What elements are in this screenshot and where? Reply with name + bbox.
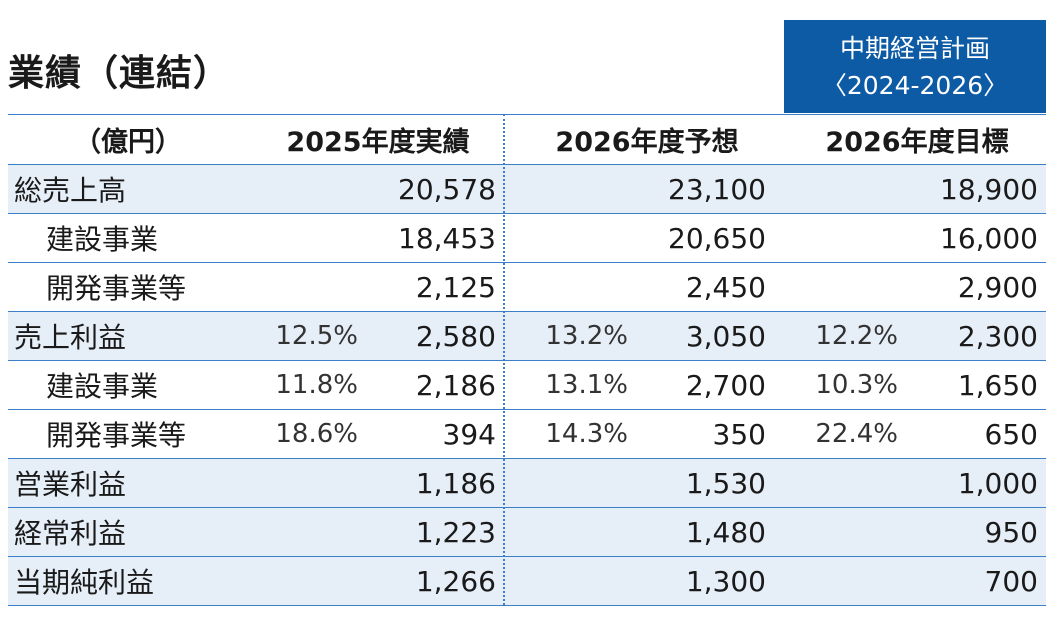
table-row: 開発事業等 18.6% 394 14.3% 350 22.4% 650 bbox=[8, 410, 1046, 459]
value-fy2026-target: 2,900 bbox=[957, 270, 1038, 304]
header-fy2026-forecast: 2026年度予想 bbox=[555, 127, 739, 158]
value-fy2026-target: 1,650 bbox=[957, 368, 1038, 402]
plan-badge-title: 中期経営計画 bbox=[839, 33, 990, 63]
value-fy2026-target: 1,000 bbox=[957, 466, 1038, 500]
value-fy2025-actual: 394 bbox=[442, 417, 496, 451]
value-fy2025-actual: 2,580 bbox=[415, 319, 496, 353]
value-fy2026-target: 700 bbox=[984, 564, 1038, 598]
table-row: 売上利益 12.5% 2,580 13.2% 3,050 12.2% 2,300 bbox=[8, 312, 1046, 361]
row-label: 開発事業等 bbox=[46, 272, 187, 305]
value-fy2026-forecast: 2,450 bbox=[685, 270, 766, 304]
header-fy2025-actual: 2025年度実績 bbox=[286, 127, 470, 158]
value-fy2026-target: 16,000 bbox=[940, 221, 1038, 255]
table-top-rule bbox=[8, 114, 1046, 115]
header-fy2026-target: 2026年度目標 bbox=[825, 127, 1009, 158]
value-fy2025-actual: 1,186 bbox=[415, 466, 496, 500]
page-title: 業績（連結） bbox=[8, 53, 231, 94]
margin-fy2026-forecast: 13.1% bbox=[545, 370, 628, 400]
plan-badge-period: 〈2024-2026〉 bbox=[821, 70, 1009, 100]
margin-fy2026-target: 10.3% bbox=[815, 370, 898, 400]
margin-fy2025-actual: 12.5% bbox=[275, 321, 358, 351]
value-fy2025-actual: 2,125 bbox=[415, 270, 496, 304]
margin-fy2026-target: 22.4% bbox=[815, 419, 898, 449]
value-fy2025-actual: 18,453 bbox=[398, 221, 496, 255]
table-row: 総売上高 20,578 23,100 18,900 bbox=[8, 165, 1046, 214]
margin-fy2026-forecast: 13.2% bbox=[545, 321, 628, 351]
table-row: 開発事業等 2,125 2,450 2,900 bbox=[8, 263, 1046, 312]
table-row: 建設事業 18,453 20,650 16,000 bbox=[8, 214, 1046, 263]
table-row: 営業利益 1,186 1,530 1,000 bbox=[8, 459, 1046, 508]
value-fy2026-forecast: 350 bbox=[712, 417, 766, 451]
value-fy2026-forecast: 3,050 bbox=[685, 319, 766, 353]
mid-term-plan-badge: 中期経営計画 〈2024-2026〉 bbox=[784, 20, 1046, 113]
value-fy2025-actual: 1,266 bbox=[415, 564, 496, 598]
value-fy2026-forecast: 1,480 bbox=[685, 515, 766, 549]
value-fy2026-target: 650 bbox=[984, 417, 1038, 451]
row-label: 売上利益 bbox=[14, 321, 127, 354]
value-fy2026-target: 2,300 bbox=[957, 319, 1038, 353]
row-label: 開発事業等 bbox=[46, 419, 187, 452]
table-row: 当期純利益 1,266 1,300 700 bbox=[8, 557, 1046, 606]
margin-fy2026-target: 12.2% bbox=[815, 321, 898, 351]
value-fy2026-target: 18,900 bbox=[940, 172, 1038, 206]
column-divider-dashed bbox=[503, 114, 505, 605]
row-label: 建設事業 bbox=[46, 223, 159, 256]
row-label: 総売上高 bbox=[14, 174, 127, 207]
row-label: 経常利益 bbox=[14, 517, 127, 550]
margin-fy2025-actual: 11.8% bbox=[275, 370, 358, 400]
row-label: 当期純利益 bbox=[14, 566, 155, 599]
value-fy2025-actual: 20,578 bbox=[398, 172, 496, 206]
value-fy2025-actual: 1,223 bbox=[415, 515, 496, 549]
value-fy2026-forecast: 1,530 bbox=[685, 466, 766, 500]
margin-fy2025-actual: 18.6% bbox=[275, 419, 358, 449]
value-fy2026-forecast: 20,650 bbox=[668, 221, 766, 255]
row-label: 建設事業 bbox=[46, 370, 159, 403]
value-fy2026-forecast: 1,300 bbox=[685, 564, 766, 598]
table-row: 経常利益 1,223 1,480 950 bbox=[8, 508, 1046, 557]
value-fy2026-forecast: 23,100 bbox=[668, 172, 766, 206]
row-label: 営業利益 bbox=[14, 468, 127, 501]
table-row: 建設事業 11.8% 2,186 13.1% 2,700 10.3% 1,650 bbox=[8, 361, 1046, 410]
header-unit: （億円） bbox=[74, 127, 182, 158]
margin-fy2026-forecast: 14.3% bbox=[545, 419, 628, 449]
table-header-row: （億円） 2025年度実績 2026年度予想 2026年度目標 bbox=[8, 115, 1046, 165]
value-fy2026-target: 950 bbox=[984, 515, 1038, 549]
value-fy2026-forecast: 2,700 bbox=[685, 368, 766, 402]
value-fy2025-actual: 2,186 bbox=[415, 368, 496, 402]
